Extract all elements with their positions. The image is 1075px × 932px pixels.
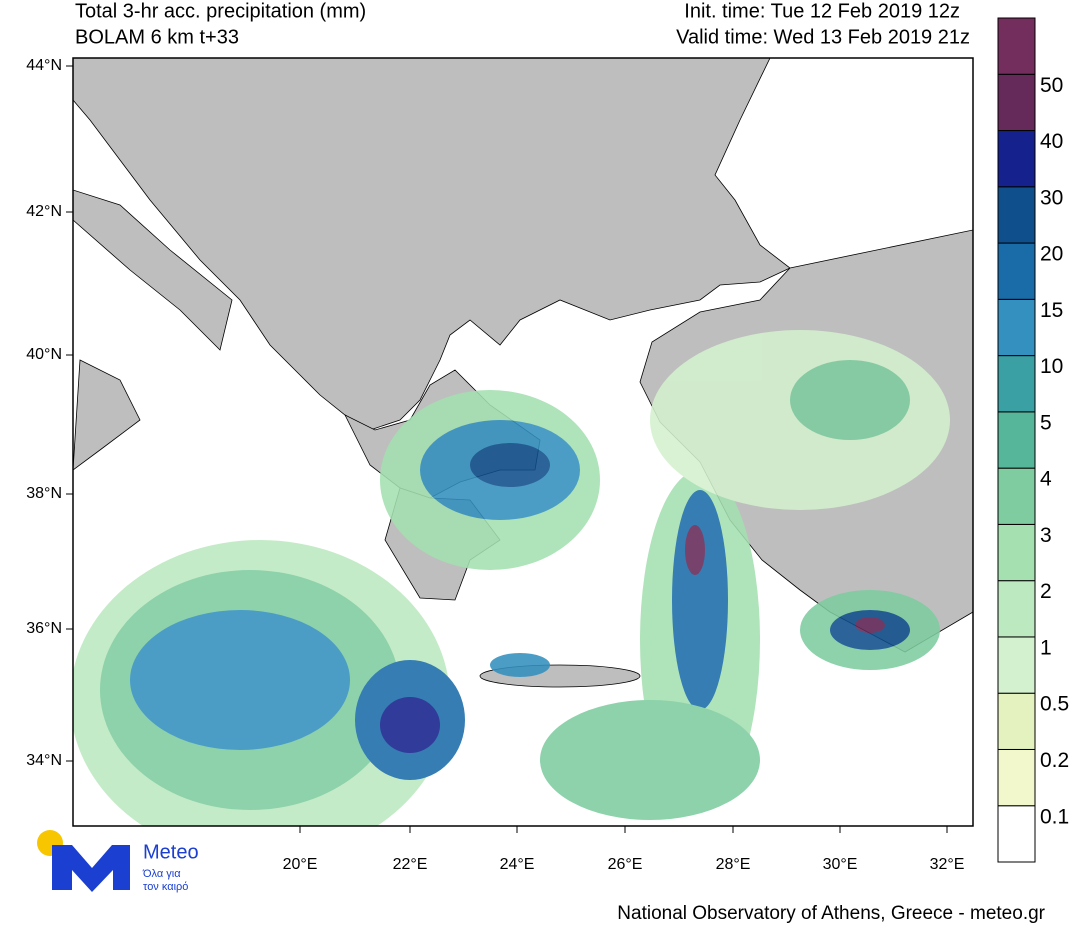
colorbar-segment bbox=[997, 580, 1036, 638]
colorbar-segment bbox=[997, 73, 1036, 132]
colorbar-segment bbox=[997, 186, 1036, 244]
colorbar-segment bbox=[997, 692, 1036, 750]
lon-label: 26°E bbox=[608, 856, 643, 873]
logo: Meteo Όλα για τον καιρό bbox=[37, 830, 199, 893]
lat-label: 34°N bbox=[26, 752, 62, 769]
logo-name: Meteo bbox=[143, 841, 199, 863]
lat-label: 42°N bbox=[26, 203, 62, 220]
colorbar-label: 30 bbox=[1040, 186, 1063, 209]
lon-label: 32°E bbox=[930, 856, 965, 873]
colorbar-label: 20 bbox=[1040, 243, 1063, 266]
logo-tagline: τον καιρό bbox=[143, 881, 188, 893]
subtitle: BOLAM 6 km t+33 bbox=[75, 26, 239, 48]
colorbar-segment bbox=[997, 411, 1036, 469]
lat-label: 36°N bbox=[26, 620, 62, 637]
colorbar-segment bbox=[997, 242, 1036, 300]
lon-label: 28°E bbox=[716, 856, 751, 873]
lon-label: 20°E bbox=[283, 856, 318, 873]
colorbar-label: 15 bbox=[1040, 299, 1063, 322]
colorbar-label: 0.2 bbox=[1040, 749, 1069, 772]
colorbar-label: 3 bbox=[1040, 524, 1052, 547]
lat-label: 44°N bbox=[26, 57, 62, 74]
init-time: Init. time: Tue 12 Feb 2019 12z bbox=[684, 0, 960, 22]
colorbar-segment bbox=[997, 523, 1036, 582]
colorbar-segment bbox=[997, 298, 1036, 357]
lon-label: 22°E bbox=[393, 856, 428, 873]
colorbar-label: 0.5 bbox=[1040, 693, 1069, 716]
lon-label: 30°E bbox=[823, 856, 858, 873]
colorbar-label: 1 bbox=[1040, 636, 1052, 659]
colorbar-segment bbox=[997, 636, 1036, 694]
colorbar: 0.1 0.2 0.5 1 2 3 4 5 10 15 20 30 40 50 bbox=[997, 17, 1069, 863]
colorbar-segment bbox=[997, 805, 1036, 863]
colorbar-label: 0.1 bbox=[1040, 805, 1069, 828]
colorbar-segment bbox=[997, 355, 1036, 413]
colorbar-label: 2 bbox=[1040, 580, 1052, 603]
valid-time: Valid time: Wed 13 Feb 2019 21z bbox=[676, 26, 970, 48]
footer: National Observatory of Athens, Greece -… bbox=[617, 903, 1045, 924]
map-frame bbox=[72, 57, 974, 827]
colorbar-segment bbox=[997, 467, 1036, 525]
lat-label: 38°N bbox=[26, 485, 62, 502]
colorbar-label: 4 bbox=[1040, 468, 1052, 491]
precipitation bbox=[73, 330, 950, 826]
colorbar-segment bbox=[997, 130, 1036, 188]
colorbar-label: 40 bbox=[1040, 130, 1063, 153]
logo-tagline: Όλα για bbox=[142, 868, 181, 880]
colorbar-label: 5 bbox=[1040, 411, 1052, 434]
colorbar-segment bbox=[997, 17, 1036, 75]
colorbar-label: 10 bbox=[1040, 355, 1063, 378]
colorbar-label: 50 bbox=[1040, 74, 1063, 97]
lat-label: 40°N bbox=[26, 346, 62, 363]
colorbar-segment bbox=[997, 748, 1036, 807]
lon-label: 24°E bbox=[500, 856, 535, 873]
title: Total 3-hr acc. precipitation (mm) bbox=[75, 0, 366, 22]
map: 44°N 42°N 40°N 38°N 36°N 34°N 20°E 22°E 24°E 26°E… bbox=[26, 57, 974, 873]
